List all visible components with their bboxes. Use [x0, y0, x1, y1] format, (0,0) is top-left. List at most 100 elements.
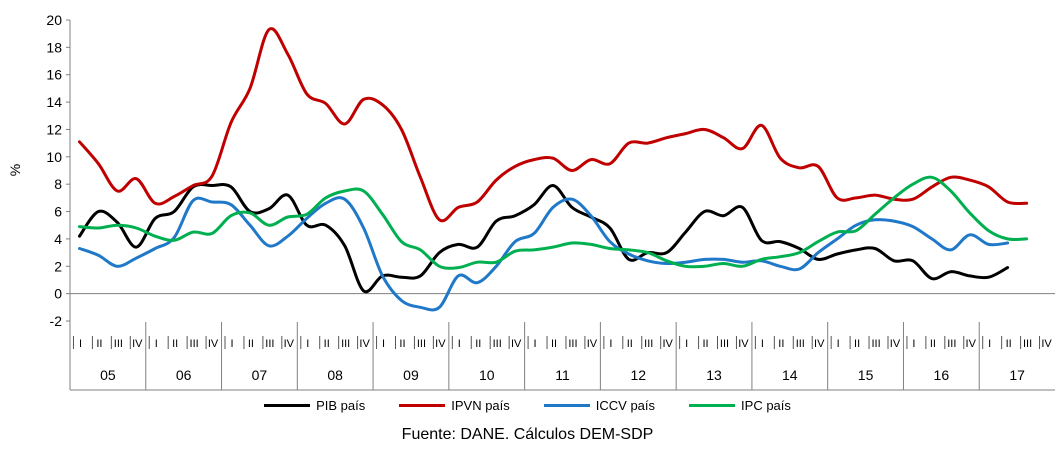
year-label: 05: [100, 367, 116, 383]
quarter-label: II: [627, 338, 633, 350]
quarter-label: II: [96, 338, 102, 350]
quarter-label: IV: [132, 338, 143, 350]
year-label: 08: [327, 367, 343, 383]
quarter-label: IV: [1041, 338, 1052, 350]
quarter-label: II: [1006, 338, 1012, 350]
quarter-label: II: [324, 338, 330, 350]
year-label: 11: [555, 367, 570, 383]
legend-item: IPVN país: [399, 398, 510, 413]
year-label: 17: [1009, 367, 1025, 383]
legend-swatch: [689, 404, 736, 407]
quarter-label: I: [79, 338, 82, 350]
quarter-label: III: [114, 338, 123, 350]
quarter-label: I: [685, 338, 688, 350]
y-tick-label: 20: [46, 12, 62, 28]
quarter-label: I: [230, 338, 233, 350]
year-label: 07: [252, 367, 268, 383]
year-label: 14: [782, 367, 798, 383]
year-label: 13: [706, 367, 722, 383]
quarter-label: III: [265, 338, 274, 350]
chart-legend: PIB país IPVN país ICCV país IPC país: [0, 398, 1055, 413]
quarter-label: III: [871, 338, 880, 350]
quarter-label: I: [837, 338, 840, 350]
y-tick-label: 8: [54, 176, 62, 192]
legend-item: IPC país: [689, 398, 791, 413]
quarter-label: I: [382, 338, 385, 350]
y-tick-label: 4: [54, 231, 62, 247]
quarter-label: II: [551, 338, 557, 350]
quarter-label: III: [190, 338, 199, 350]
legend-label: ICCV país: [595, 398, 656, 413]
quarter-label: IV: [284, 338, 295, 350]
quarter-label: II: [930, 338, 936, 350]
legend-swatch: [264, 404, 311, 407]
legend-item: PIB país: [264, 398, 365, 413]
quarter-label: III: [644, 338, 653, 350]
quarter-label: II: [778, 338, 784, 350]
quarter-label: I: [761, 338, 764, 350]
quarter-label: IV: [511, 338, 522, 350]
quarter-label: I: [912, 338, 915, 350]
year-label: 06: [176, 367, 192, 383]
quarter-label: IV: [587, 338, 598, 350]
quarter-label: IV: [208, 338, 219, 350]
quarter-label: IV: [359, 338, 370, 350]
y-tick-label: 12: [46, 121, 62, 137]
legend-swatch: [543, 404, 590, 407]
legend-label: IPVN país: [451, 398, 510, 413]
y-tick-label: -2: [50, 313, 63, 329]
y-tick-label: 10: [46, 149, 62, 165]
y-tick-label: 18: [46, 39, 62, 55]
year-label: 10: [479, 367, 495, 383]
y-ticks: -2 0 2 4 6 8 10 12 14 16 18 20: [46, 12, 70, 329]
quarter-label: III: [720, 338, 729, 350]
series-line-ipvn: [78, 27, 1029, 223]
quarter-label: II: [172, 338, 178, 350]
y-tick-label: 0: [54, 286, 62, 302]
quarter-label: IV: [814, 338, 825, 350]
quarter-label: IV: [435, 338, 446, 350]
y-tick-label: 2: [54, 258, 62, 274]
quarter-label: III: [341, 338, 350, 350]
quarter-label: IV: [890, 338, 901, 350]
y-tick-label: 6: [54, 204, 62, 220]
y-axis-label: %: [7, 164, 23, 176]
year-label: 09: [403, 367, 419, 383]
quarter-label: III: [493, 338, 502, 350]
legend-swatch: [399, 404, 446, 407]
quarter-label: IV: [966, 338, 977, 350]
quarter-label: III: [568, 338, 577, 350]
legend-label: IPC país: [741, 398, 791, 413]
quarter-label: II: [703, 338, 709, 350]
quarter-label: I: [306, 338, 309, 350]
legend-item: ICCV país: [543, 398, 656, 413]
quarter-label: IV: [662, 338, 673, 350]
source-note: Fuente: DANE. Cálculos DEM-SDP: [401, 426, 654, 443]
series-line-iccv: [78, 196, 1010, 312]
quarter-label: II: [854, 338, 860, 350]
year-label: 15: [858, 367, 874, 383]
quarter-label: III: [796, 338, 805, 350]
year-label: 12: [630, 367, 646, 383]
quarter-label: IV: [738, 338, 749, 350]
quarter-label: III: [417, 338, 426, 350]
quarter-label: II: [248, 338, 254, 350]
quarter-label: III: [947, 338, 956, 350]
quarter-label: I: [155, 338, 158, 350]
y-tick-label: 16: [46, 67, 62, 83]
quarter-label: I: [988, 338, 991, 350]
year-label: 16: [934, 367, 950, 383]
series-line-ipc: [78, 175, 1029, 270]
y-tick-label: 14: [46, 94, 62, 110]
series-line-pib: [78, 183, 1010, 294]
quarter-label: I: [534, 338, 537, 350]
quarter-label: II: [399, 338, 405, 350]
quarter-label: I: [458, 338, 461, 350]
quarter-label: II: [475, 338, 481, 350]
legend-label: PIB país: [316, 398, 366, 413]
quarter-label: I: [609, 338, 612, 350]
series-lines: [78, 27, 1029, 312]
quarter-label: III: [1023, 338, 1032, 350]
